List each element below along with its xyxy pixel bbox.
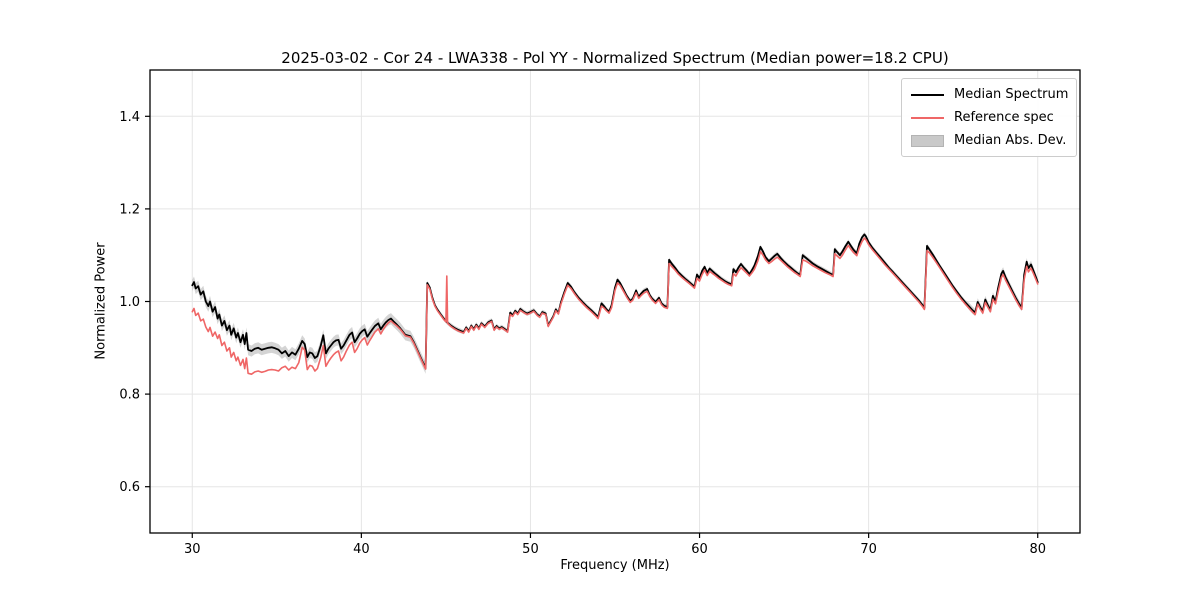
x-tick-label: 80	[1029, 542, 1046, 557]
reference-spec-line	[191, 237, 1039, 376]
y-axis-label: Normalized Power	[93, 242, 109, 360]
x-tick-label: 70	[860, 542, 877, 557]
x-tick-label: 50	[522, 542, 539, 557]
y-tick-label: 1.0	[119, 295, 140, 310]
median-spectrum-line-swatch	[911, 93, 944, 96]
legend-label-median-spectrum: Median Spectrum	[954, 87, 1069, 102]
y-tick-label: 1.2	[119, 202, 140, 217]
y-tick-label: 0.8	[119, 388, 140, 403]
mad-band-swatch	[911, 134, 944, 147]
x-tick-label: 40	[353, 542, 370, 557]
legend: Median Spectrum Reference spec Median Ab…	[901, 78, 1077, 157]
legend-item-median-spectrum: Median Spectrum	[911, 86, 1069, 103]
legend-label-reference-spec: Reference spec	[954, 110, 1054, 125]
x-tick-label: 30	[184, 542, 201, 557]
y-tick-label: 1.4	[119, 110, 140, 125]
legend-item-median-abs-dev: Median Abs. Dev.	[911, 132, 1066, 149]
chart-title: 2025-03-02 - Cor 24 - LWA338 - Pol YY - …	[281, 49, 949, 67]
reference-spec-line-swatch	[911, 116, 944, 119]
x-tick-label: 60	[691, 542, 708, 557]
legend-item-reference-spec: Reference spec	[911, 109, 1066, 126]
y-tick-label: 0.6	[119, 480, 140, 495]
legend-label-median-abs-dev: Median Abs. Dev.	[954, 133, 1067, 148]
x-axis-label: Frequency (MHz)	[560, 558, 670, 573]
